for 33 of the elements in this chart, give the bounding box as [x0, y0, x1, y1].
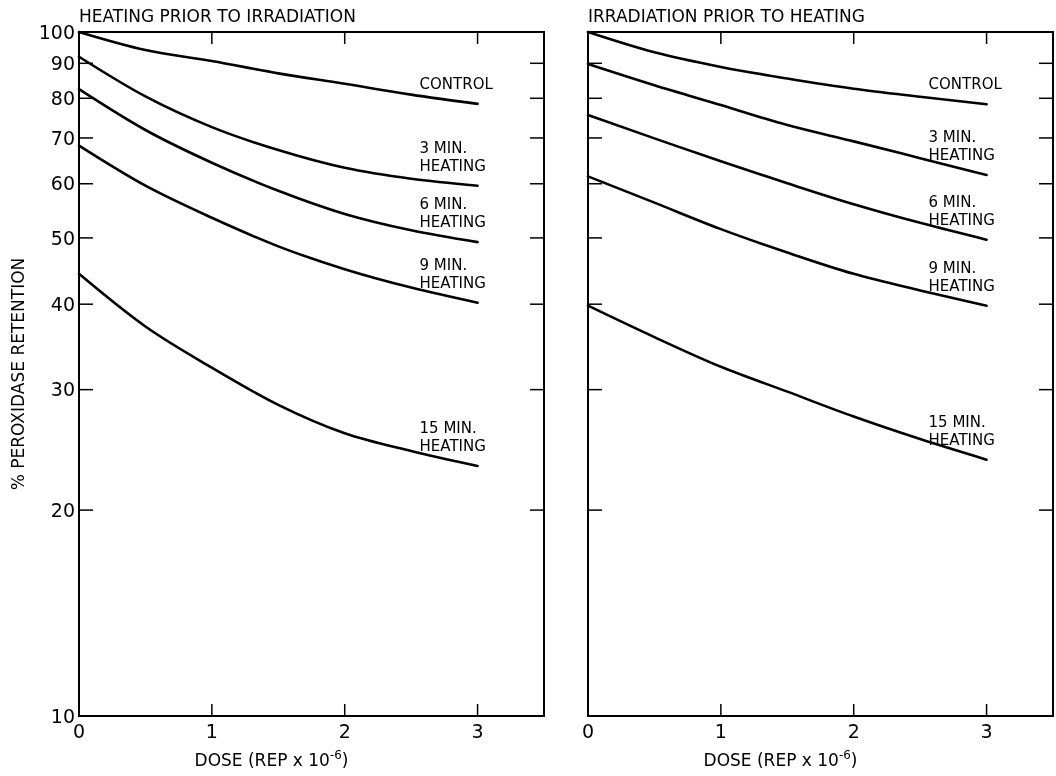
y-tick-label: 90 [50, 51, 75, 74]
series-label: 15 MIN. HEATING [419, 419, 486, 456]
series-label: 3 MIN. HEATING [928, 127, 995, 164]
series-label: CONTROL [419, 74, 494, 93]
x-tick-label: 3 [471, 720, 484, 742]
x-tick-label: 1 [205, 720, 218, 742]
series-label: 9 MIN. HEATING [928, 258, 995, 295]
series-label: 9 MIN. HEATING [419, 255, 486, 292]
y-tick-label: 20 [50, 498, 75, 521]
y-tick-label: 80 [50, 86, 75, 109]
series-label: 6 MIN. HEATING [928, 192, 995, 229]
x-tick-label: 0 [581, 720, 595, 742]
series-label: 15 MIN. HEATING [928, 412, 995, 449]
y-tick-label: 70 [50, 126, 75, 149]
y-tick-label: 50 [50, 226, 75, 249]
chart-title: IRRADIATION PRIOR TO HEATING [588, 6, 865, 26]
series-label: CONTROL [928, 75, 1003, 94]
y-tick-label: 40 [50, 292, 75, 315]
series-label: 3 MIN. HEATING [419, 138, 486, 175]
chart-title: HEATING PRIOR TO IRRADIATION [79, 6, 356, 26]
x-tick-label: 2 [338, 720, 351, 742]
y-tick-label: 10 [50, 704, 75, 727]
x-tick-label: 2 [847, 720, 860, 742]
x-axis-title: DOSE (REP x 10$^{-6}$) [194, 748, 349, 770]
y-axis-title: % PEROXIDASE RETENTION [8, 257, 28, 491]
x-axis-title: DOSE (REP x 10$^{-6}$) [703, 748, 858, 770]
y-tick-label: 30 [50, 378, 75, 401]
x-tick-label: 1 [714, 720, 727, 742]
x-tick-label: 0 [72, 720, 86, 742]
y-tick-label: 100 [38, 20, 75, 43]
x-tick-label: 3 [980, 720, 993, 742]
series-label: 6 MIN. HEATING [419, 195, 486, 232]
y-tick-label: 60 [50, 172, 75, 195]
